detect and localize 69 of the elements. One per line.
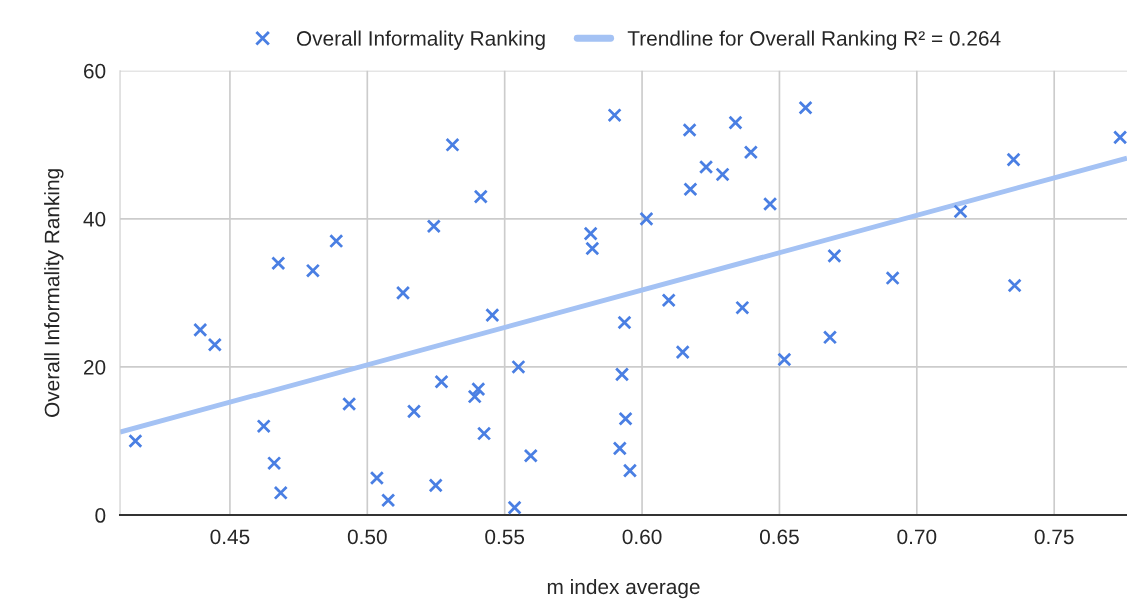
point <box>329 233 344 249</box>
x-tick-label: 0.75 <box>1034 529 1074 545</box>
point <box>523 448 538 463</box>
point <box>885 270 900 286</box>
point <box>661 293 676 308</box>
point <box>698 159 714 175</box>
legend-label: Trendline for Overall Ranking R² = 0.264 <box>627 30 1001 50</box>
legend-label: Overall Informality Ranking <box>296 30 545 50</box>
point <box>798 100 813 115</box>
point <box>406 404 422 419</box>
point <box>476 426 492 441</box>
x-tick-label: 0.60 <box>622 529 662 545</box>
point <box>822 330 838 345</box>
point <box>266 455 282 471</box>
y-axis-title: Overall Informality Ranking <box>44 169 64 417</box>
point <box>507 500 522 515</box>
point <box>607 107 622 123</box>
x-tick-label: 0.50 <box>347 529 387 545</box>
point <box>473 189 488 204</box>
point <box>617 315 632 330</box>
point <box>1007 278 1022 293</box>
point <box>467 389 482 404</box>
point <box>445 137 460 152</box>
point <box>682 122 697 138</box>
point <box>511 359 526 375</box>
point <box>380 493 396 508</box>
point <box>1006 152 1021 167</box>
y-tick-label: 0 <box>95 508 106 523</box>
point <box>683 182 698 197</box>
point <box>614 367 630 382</box>
point <box>777 352 792 367</box>
point <box>271 256 286 271</box>
y-tick-label: 60 <box>84 63 106 79</box>
point <box>485 307 500 323</box>
point <box>675 344 690 360</box>
point <box>428 478 443 493</box>
y-tick-label: 40 <box>83 211 106 227</box>
point <box>762 196 778 212</box>
point <box>612 441 627 456</box>
point <box>715 167 730 182</box>
point <box>735 300 750 315</box>
point <box>369 470 385 486</box>
point <box>128 433 143 449</box>
point <box>639 211 654 227</box>
x-axis-title: m index average <box>547 578 700 599</box>
point <box>827 248 842 264</box>
point <box>1112 130 1127 145</box>
point <box>426 219 441 234</box>
point <box>395 285 411 301</box>
point <box>471 381 486 397</box>
point <box>743 145 759 160</box>
point <box>434 374 449 389</box>
point <box>618 411 633 426</box>
x-tick-label: 0.55 <box>485 529 525 545</box>
point <box>341 396 357 412</box>
x-tick-label: 0.70 <box>897 529 937 545</box>
point <box>583 226 598 241</box>
x-tick-label: 0.65 <box>759 529 799 545</box>
point <box>728 115 743 130</box>
point <box>953 204 968 219</box>
y-tick-label: 20 <box>84 359 106 375</box>
point <box>256 418 271 434</box>
point <box>207 337 223 352</box>
point <box>585 241 600 256</box>
point <box>622 463 638 478</box>
point <box>193 322 208 338</box>
point <box>305 263 321 278</box>
x-tick-label: 0.45 <box>210 529 250 545</box>
point <box>273 485 288 501</box>
